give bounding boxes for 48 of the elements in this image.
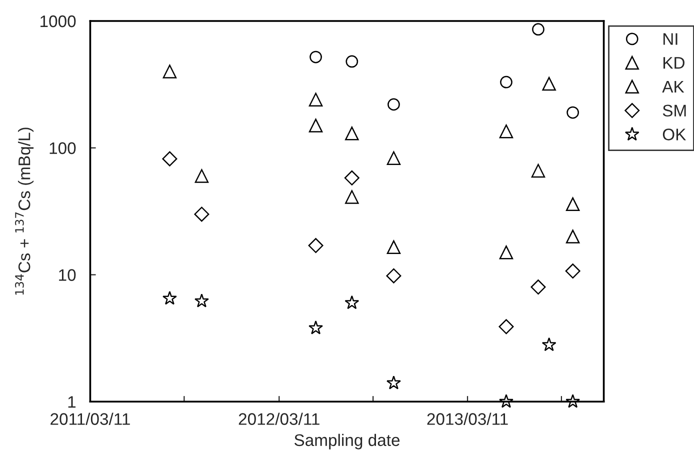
point: [386, 151, 401, 166]
legend-label: OK: [662, 128, 686, 140]
point: [386, 240, 401, 254]
legend-label: AK: [662, 81, 684, 92]
y-tick-label: 100: [50, 142, 76, 154]
point: [345, 126, 359, 140]
point: [388, 98, 400, 111]
point: [345, 190, 359, 204]
point: [542, 76, 556, 91]
legend-label: SM: [662, 104, 686, 117]
point: [498, 319, 514, 334]
x-axis-title: Sampling date: [294, 434, 400, 450]
x-tick-label: 2013/03/11: [427, 412, 508, 425]
x-tick-label: 2012/03/11: [238, 412, 320, 425]
legend-label: KD: [663, 57, 684, 69]
point: [194, 206, 210, 222]
y-axis-title: $^{134}$Cs + $^{137}$Cs (mBq/L): [15, 128, 34, 295]
x-tick-label: 2011/03/11: [50, 412, 130, 425]
point: [308, 92, 323, 107]
point: [344, 170, 360, 186]
point: [308, 238, 324, 254]
point: [530, 280, 546, 295]
point: [542, 337, 556, 352]
point: [566, 230, 580, 244]
point: [344, 295, 360, 310]
point: [565, 264, 580, 279]
legend-label: NI: [663, 33, 678, 45]
point: [194, 169, 209, 183]
point: [308, 118, 323, 132]
point: [499, 246, 514, 260]
point: [346, 55, 358, 68]
point: [194, 294, 209, 308]
point: [308, 320, 324, 334]
point: [532, 23, 544, 36]
point: [566, 106, 579, 119]
y-tick-label: 1000: [40, 15, 76, 28]
point: [162, 290, 177, 305]
point: [499, 124, 514, 138]
point: [310, 50, 322, 64]
y-tick-label: 1: [68, 396, 76, 408]
point: [162, 151, 178, 166]
point: [566, 197, 580, 212]
y-tick-label: 10: [59, 269, 76, 281]
point: [531, 164, 546, 178]
point: [500, 76, 512, 88]
point: [386, 268, 402, 284]
point: [386, 376, 401, 390]
point: [162, 64, 177, 78]
